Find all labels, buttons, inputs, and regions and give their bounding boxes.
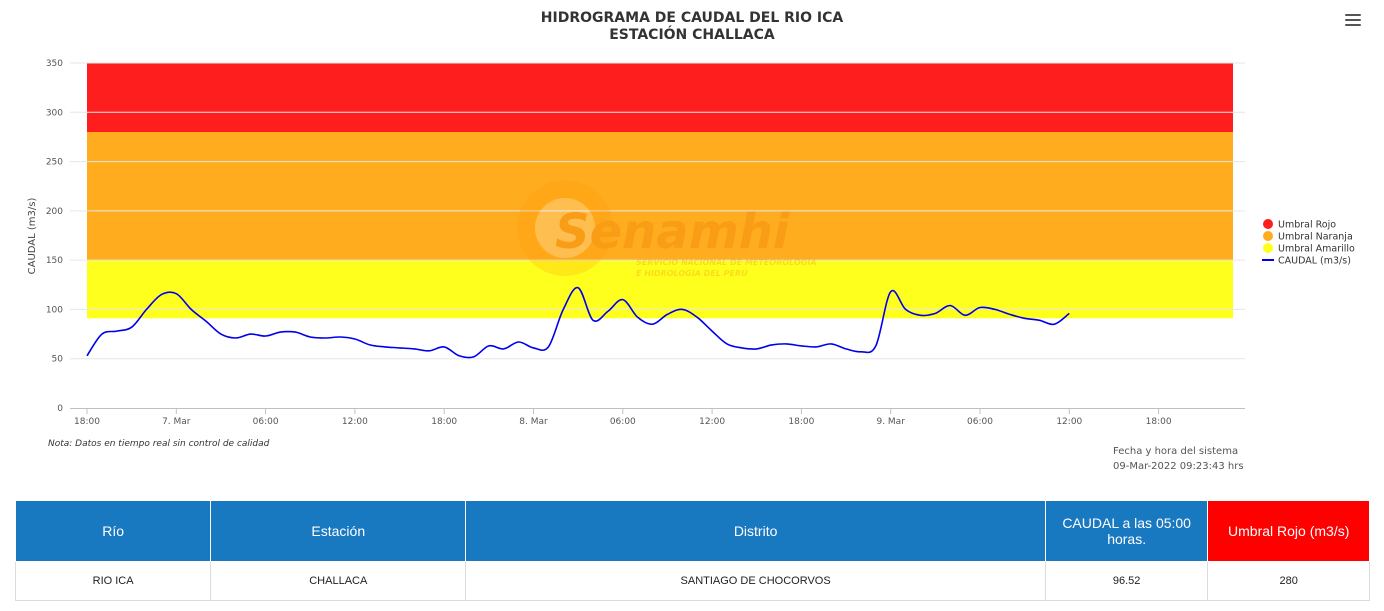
hamburger-menu-icon[interactable] bbox=[1345, 14, 1361, 28]
cell-estacion: CHALLACA bbox=[210, 561, 467, 601]
system-datetime: Fecha y hora del sistema 09-Mar-2022 09:… bbox=[1113, 444, 1244, 474]
table-header-row: Río Estación Distrito CAUDAL a las 05:00… bbox=[14, 500, 1370, 562]
y-tick-label: 100 bbox=[46, 305, 63, 315]
table-row: RIO ICA CHALLACA SANTIAGO DE CHOCORVOS 9… bbox=[14, 561, 1370, 601]
x-tick-label: 18:00 bbox=[431, 417, 457, 427]
x-tick-label: 18:00 bbox=[1146, 417, 1172, 427]
legend-label: Umbral Rojo bbox=[1278, 220, 1336, 231]
x-tick-label: 7. Mar bbox=[162, 417, 191, 427]
x-tick-label: 9. Mar bbox=[876, 417, 905, 427]
y-tick-label: 50 bbox=[52, 355, 64, 365]
x-tick-label: 06:00 bbox=[253, 417, 279, 427]
threshold-band-1 bbox=[87, 132, 1233, 261]
chart-title-line2: ESTACIÓN CHALLACA bbox=[609, 27, 775, 43]
cell-umbral-rojo: 280 bbox=[1207, 561, 1370, 601]
sysdate-value: 09-Mar-2022 09:23:43 hrs bbox=[1113, 461, 1244, 472]
caudal-series-line bbox=[86, 286, 1070, 359]
legend-marker bbox=[1263, 231, 1273, 241]
y-tick-label: 150 bbox=[46, 256, 63, 266]
watermark-line1: SERVICIO NACIONAL DE METEOROLOGÍA bbox=[636, 256, 816, 267]
watermark-brand: Senamhi bbox=[555, 204, 790, 260]
sysdate-label: Fecha y hora del sistema bbox=[1113, 446, 1239, 457]
header-caudal: CAUDAL a las 05:00 horas. bbox=[1044, 500, 1209, 562]
x-tick-label: 18:00 bbox=[74, 417, 100, 427]
legend-marker bbox=[1263, 219, 1273, 229]
chart-title-line1: HIDROGRAMA DE CAUDAL DEL RIO ICA bbox=[540, 10, 844, 26]
cell-distrito: SANTIAGO DE CHOCORVOS bbox=[465, 561, 1046, 601]
y-tick-label: 0 bbox=[57, 404, 63, 414]
threshold-band-0 bbox=[87, 260, 1233, 319]
x-tick-label: 06:00 bbox=[610, 417, 636, 427]
cell-rio: RIO ICA bbox=[14, 561, 212, 601]
station-info-table: Río Estación Distrito CAUDAL a las 05:00… bbox=[14, 500, 1370, 601]
legend-label: CAUDAL (m3/s) bbox=[1278, 256, 1351, 267]
senamhi-watermark: Senamhi SERVICIO NACIONAL DE METEOROLOGÍ… bbox=[517, 180, 816, 278]
x-tick-label: 8. Mar bbox=[519, 417, 548, 427]
header-umbral-rojo: Umbral Rojo (m3/s) bbox=[1207, 500, 1370, 562]
x-tick-label: 12:00 bbox=[342, 417, 368, 427]
header-rio: Río bbox=[14, 500, 212, 562]
cell-caudal: 96.52 bbox=[1044, 561, 1209, 601]
y-tick-label: 350 bbox=[46, 59, 63, 69]
y-tick-label: 200 bbox=[46, 207, 63, 217]
header-estacion: Estación bbox=[210, 500, 467, 562]
x-tick-label: 06:00 bbox=[967, 417, 993, 427]
hydrograph-chart: Senamhi SERVICIO NACIONAL DE METEOROLOGÍ… bbox=[27, 59, 1355, 427]
legend-marker bbox=[1263, 243, 1273, 253]
legend-label: Umbral Amarillo bbox=[1278, 244, 1355, 255]
y-tick-label: 250 bbox=[46, 158, 63, 168]
y-axis-label: CAUDAL (m3/s) bbox=[27, 198, 38, 275]
quality-note: Nota: Datos en tiempo real sin control d… bbox=[48, 439, 270, 449]
watermark-line2: E HIDROLOGÍA DEL PERÚ bbox=[636, 267, 748, 278]
x-tick-label: 18:00 bbox=[788, 417, 814, 427]
legend-label: Umbral Naranja bbox=[1278, 232, 1353, 243]
header-distrito: Distrito bbox=[465, 500, 1046, 562]
x-tick-label: 12:00 bbox=[699, 417, 725, 427]
threshold-band-2 bbox=[87, 63, 1233, 132]
x-tick-label: 12:00 bbox=[1056, 417, 1082, 427]
y-tick-label: 300 bbox=[46, 108, 63, 118]
